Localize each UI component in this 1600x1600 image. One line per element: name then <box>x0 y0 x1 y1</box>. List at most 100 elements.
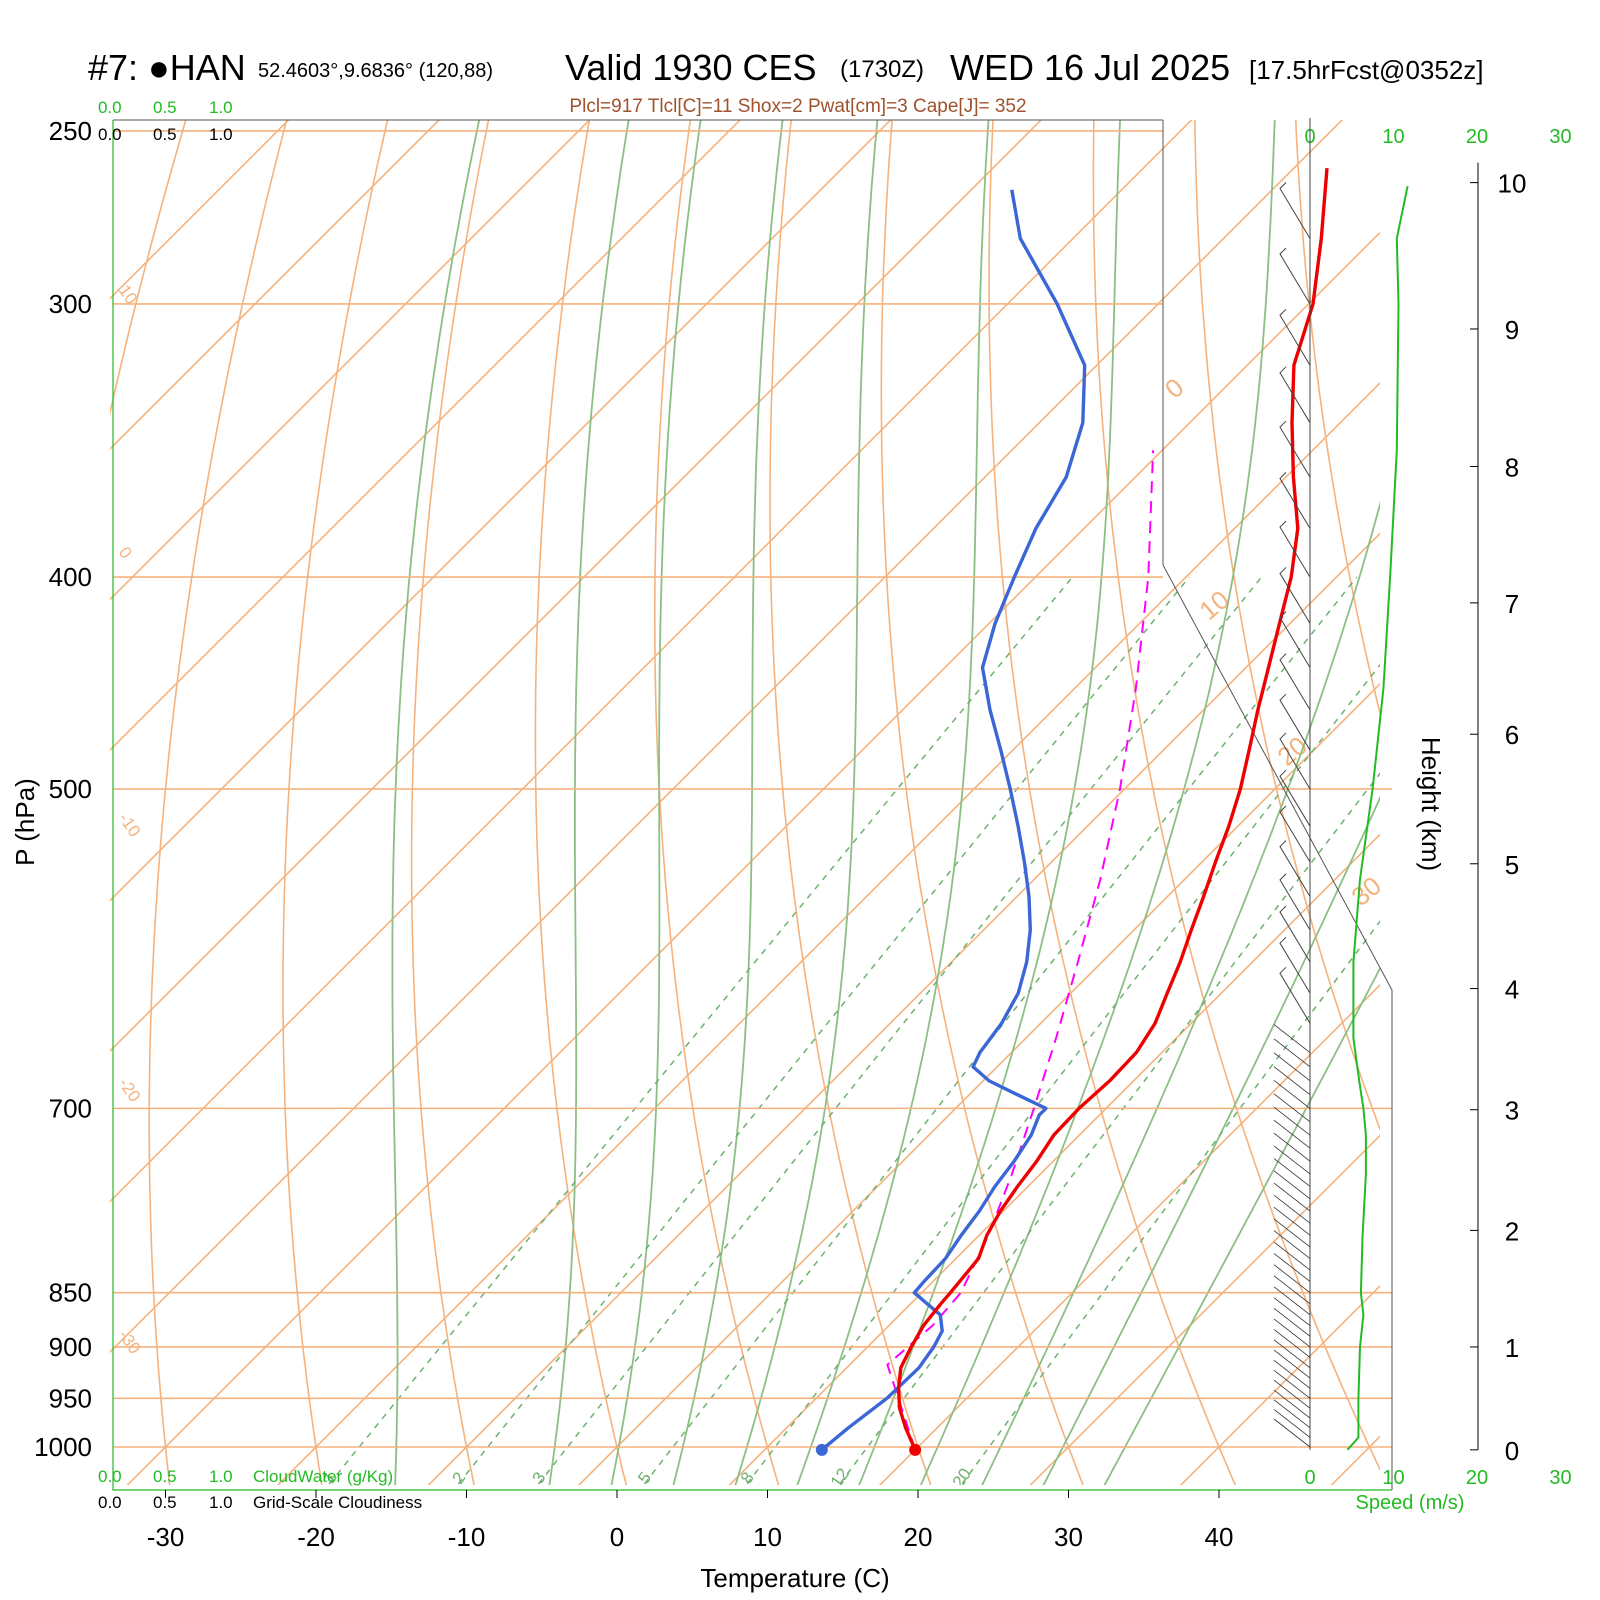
mixing-ratio-line <box>960 920 1380 1485</box>
cloudwater-scale-top-05: 0.5 <box>153 98 177 117</box>
wind-barb <box>1273 1170 1311 1200</box>
plot-frame <box>112 119 1393 1491</box>
wind-barb <box>1279 247 1311 305</box>
wind-barb <box>1279 182 1311 239</box>
cloudiness-scale-top-0: 0.0 <box>98 125 122 144</box>
mixing-ratio-label: 8 <box>737 1469 758 1488</box>
wind-barb <box>1279 308 1311 366</box>
mixing-ratio-label: 20 <box>949 1465 975 1491</box>
speed-tick-label-bottom: 10 <box>1382 1467 1404 1489</box>
dry-adiabat-line <box>1294 120 1380 717</box>
isotherm-line <box>1179 1284 1380 1485</box>
dry-adiabat-line <box>1495 92 1600 1520</box>
temperature-line <box>896 167 1329 1451</box>
dry-adiabat-line <box>880 120 1084 1485</box>
moist-adiabat-line <box>391 120 481 1485</box>
isotherm-line <box>878 983 1380 1485</box>
wind-barb <box>1273 1339 1311 1369</box>
isotherm-line <box>110 120 742 752</box>
height-axis-title: Height (km) <box>1416 737 1446 871</box>
moist-adiabat-line <box>1103 966 1380 1485</box>
cloudiness-scale-bottom-0: 0.0 <box>98 1493 122 1512</box>
moist-adiabat-line <box>919 120 1276 1485</box>
dry-adiabat-label: 0 <box>1159 372 1189 404</box>
pressure-tick-label: 700 <box>49 1093 92 1123</box>
speed-tick-label-top: 30 <box>1549 126 1571 148</box>
isotherm-line <box>728 833 1380 1485</box>
moist-adiabat-line <box>858 120 1121 1485</box>
temperature-tick-label: 10 <box>753 1522 782 1552</box>
profile-series <box>815 167 1329 1456</box>
mixing-ratio-line <box>456 576 1190 1485</box>
cloudwater-scale-top-1: 1.0 <box>209 98 233 117</box>
cloudiness-label: Grid-Scale Cloudiness <box>253 1493 422 1512</box>
wind-barb <box>1273 1379 1311 1409</box>
wind-barb <box>1279 366 1311 424</box>
wind-barb <box>1273 1418 1311 1448</box>
dry-adiabat-line <box>1092 120 1380 1472</box>
wind-barb <box>1279 873 1311 931</box>
height-tick-label: 8 <box>1505 452 1519 482</box>
y-axis-title: P (hPa) <box>10 778 40 866</box>
isotherm-line <box>577 682 1380 1485</box>
cloudwater-scale-bottom-1: 1.0 <box>209 1467 233 1486</box>
dry-adiabat-line <box>654 120 780 1485</box>
dewpoint-surface-dot <box>815 1443 828 1456</box>
moist-adiabat-grid <box>391 120 1380 1485</box>
x-axis-title: Temperature (C) <box>700 1563 889 1593</box>
dry-adiabat-line <box>148 120 288 1485</box>
wind-barb <box>1273 1389 1311 1419</box>
temperature-tick-label: -30 <box>147 1522 185 1552</box>
dry-adiabat-label: 10 <box>1193 584 1234 626</box>
moist-adiabat-line <box>734 120 879 1485</box>
wind-barb <box>1273 1080 1311 1109</box>
mixing-ratio-grid: 1 2 3 5 8 12 20 <box>319 576 1380 1491</box>
wind-barb <box>1273 1308 1311 1337</box>
frame-left <box>112 120 1392 1491</box>
moist-adiabat-line <box>1042 795 1380 1485</box>
temperature-tick-label: 20 <box>904 1522 933 1552</box>
dry-adiabat-line <box>1595 92 1600 1520</box>
temperature-tick-label: -20 <box>297 1522 335 1552</box>
wind-barb <box>1279 905 1311 963</box>
pressure-tick-label: 1000 <box>34 1432 92 1462</box>
height-tick-label: 6 <box>1505 720 1519 750</box>
isotherm-line <box>110 120 290 300</box>
wind-barb <box>1273 1182 1311 1212</box>
isotherm-label: 0 <box>115 543 136 562</box>
wind-barb <box>1273 1286 1311 1316</box>
wind-barb <box>1279 567 1311 624</box>
wind-barb <box>1273 1230 1311 1259</box>
speed-tick-label-top: 10 <box>1382 126 1404 148</box>
speed-tick-label-bottom: 20 <box>1466 1467 1488 1489</box>
wind-barb <box>1279 966 1311 1024</box>
isotherm-line <box>110 120 1344 1354</box>
wind-barb <box>1279 653 1311 711</box>
wind-barb <box>1273 1369 1311 1399</box>
forecast-info: [17.5hrFcst@0352z] <box>1249 55 1484 85</box>
wind-barb <box>1273 1409 1311 1438</box>
mixing-ratio-label: 5 <box>634 1469 655 1488</box>
mixing-ratio-line <box>536 576 1263 1485</box>
cloudiness-scale-bottom-1: 1.0 <box>209 1493 233 1512</box>
wind-barb <box>1273 1399 1311 1429</box>
pressure-tick-label: 400 <box>49 562 92 592</box>
dewpoint-line <box>820 189 1087 1452</box>
wind-barb <box>1273 1132 1311 1162</box>
wind-barb <box>1273 1318 1311 1348</box>
parcel-line <box>886 450 1155 1451</box>
moist-adiabat-line <box>610 120 702 1485</box>
isotherm-line <box>110 120 441 451</box>
cloudwater-scale-bottom-05: 0.5 <box>153 1467 177 1486</box>
temperature-tick-label: -10 <box>448 1522 486 1552</box>
pressure-tick-label: 950 <box>49 1383 92 1413</box>
indices-line: Plcl=917 Tlcl[C]=11 Shox=2 Pwat[cm]=3 Ca… <box>569 96 1026 117</box>
wind-barb <box>1273 1024 1311 1053</box>
wind-barb <box>1273 1106 1311 1136</box>
station-title: #7: ●HAN <box>88 47 246 88</box>
wind-barb <box>1279 520 1311 578</box>
isotherm-line <box>110 120 1043 1053</box>
